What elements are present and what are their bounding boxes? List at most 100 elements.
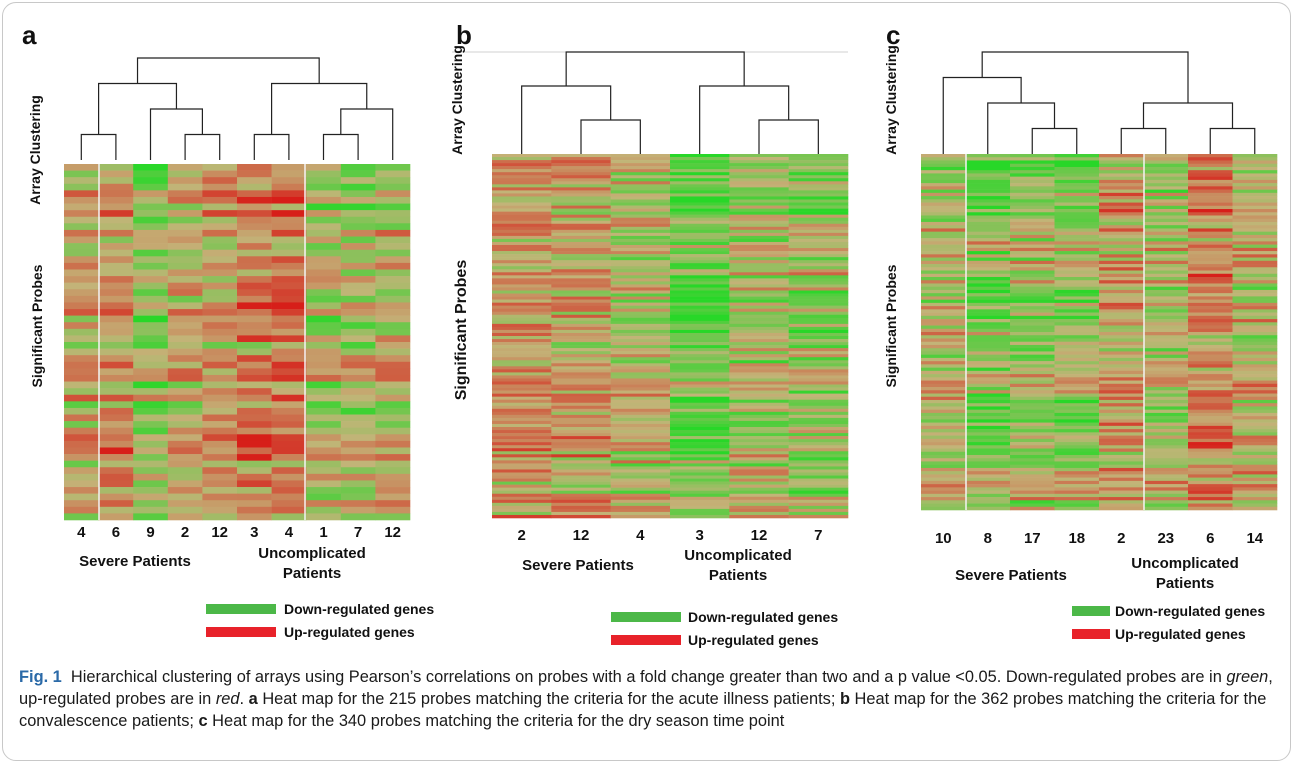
heatmap-cell bbox=[1188, 325, 1233, 330]
heatmap-cell bbox=[551, 181, 611, 185]
heatmap-cell bbox=[1143, 425, 1189, 430]
heatmap-cell bbox=[1054, 183, 1100, 187]
heatmap-cell bbox=[965, 283, 1011, 287]
heatmap-cell bbox=[788, 241, 849, 246]
heatmap-cell bbox=[1099, 332, 1144, 336]
heatmap-cell bbox=[202, 348, 238, 356]
heatmap-cell bbox=[1054, 435, 1100, 440]
heatmap-cell bbox=[670, 463, 730, 467]
heatmap-cell bbox=[340, 223, 376, 231]
heatmap-cell bbox=[340, 414, 376, 422]
heatmap-cell bbox=[729, 481, 789, 485]
heatmap-cell bbox=[1232, 471, 1278, 475]
heatmap-cell bbox=[921, 471, 966, 475]
heatmap-cell bbox=[1099, 257, 1144, 262]
heatmap-cell bbox=[788, 193, 849, 197]
heatmap-cell bbox=[551, 420, 611, 425]
heatmap-cell bbox=[670, 311, 730, 316]
heatmap-cell bbox=[729, 220, 789, 225]
heatmap-cell bbox=[237, 328, 272, 336]
heatmap-cell bbox=[1188, 315, 1233, 320]
heatmap-cell bbox=[551, 463, 611, 467]
heatmap-cell bbox=[551, 363, 611, 367]
heatmap-cell bbox=[610, 457, 671, 461]
heatmap-cell bbox=[670, 205, 730, 209]
heatmap-cell bbox=[729, 502, 789, 507]
heatmap-cell bbox=[1099, 306, 1144, 310]
heatmap-cell bbox=[340, 309, 376, 316]
heatmap-cell bbox=[1143, 225, 1189, 229]
heatmap-cell bbox=[98, 460, 134, 468]
heatmap-cell bbox=[788, 299, 849, 303]
heatmap-cell bbox=[921, 221, 966, 226]
heatmap-cell bbox=[1188, 289, 1233, 294]
heatmap-cell bbox=[551, 469, 611, 473]
heatmap-cell bbox=[729, 157, 789, 161]
heatmap-cell bbox=[551, 496, 611, 501]
heatmap-cell bbox=[271, 229, 307, 237]
heatmap-cell bbox=[492, 460, 552, 464]
heatmap-cell bbox=[921, 322, 966, 326]
heatmap-cell bbox=[921, 228, 966, 232]
dendrogram-branch bbox=[580, 119, 641, 154]
heatmap-cell bbox=[1188, 293, 1233, 297]
heatmap-cell bbox=[551, 511, 611, 516]
heatmap-cell bbox=[610, 354, 671, 358]
panel-b-array-clustering-label: Array Clustering bbox=[449, 45, 465, 155]
heatmap-cell bbox=[1232, 189, 1278, 194]
heatmap-cell bbox=[551, 423, 611, 428]
heatmap-cell bbox=[1188, 247, 1233, 252]
heatmap-cell bbox=[729, 299, 789, 303]
heatmap-cell bbox=[1188, 354, 1233, 359]
heatmap-cell bbox=[1143, 471, 1189, 475]
panel-a-legend-up-swatch bbox=[206, 627, 276, 637]
heatmap-cell bbox=[306, 302, 342, 310]
heatmap-cell bbox=[306, 493, 342, 501]
heatmap-cell bbox=[921, 160, 966, 165]
heatmap-cell bbox=[610, 211, 671, 215]
heatmap-cell bbox=[921, 464, 966, 469]
heatmap-cell bbox=[1232, 244, 1278, 249]
heatmap-cell bbox=[670, 272, 730, 276]
heatmap-cell bbox=[610, 478, 671, 482]
heatmap-cell bbox=[921, 503, 966, 508]
heatmap-cell bbox=[98, 249, 134, 257]
heatmap-cell bbox=[492, 448, 552, 452]
heatmap-cell bbox=[306, 414, 342, 422]
heatmap-cell bbox=[1188, 503, 1233, 508]
heatmap-cell bbox=[306, 262, 342, 270]
heatmap-cell bbox=[375, 269, 411, 277]
heatmap-cell bbox=[167, 322, 203, 330]
heatmap-cell bbox=[788, 187, 849, 191]
heatmap-cell bbox=[1188, 484, 1233, 488]
heatmap-cell bbox=[375, 183, 411, 191]
heatmap-cell bbox=[1099, 387, 1144, 391]
heatmap-cell bbox=[167, 401, 203, 409]
heatmap-cell bbox=[202, 506, 238, 514]
heatmap-cell bbox=[98, 203, 134, 211]
heatmap-cell bbox=[64, 374, 99, 382]
heatmap-cell bbox=[1143, 493, 1189, 498]
dendrogram-branch bbox=[184, 133, 221, 160]
heatmap-cell bbox=[670, 427, 730, 431]
heatmap-cell bbox=[492, 402, 552, 407]
heatmap-cell bbox=[1232, 179, 1278, 184]
heatmap-cell bbox=[729, 323, 789, 328]
heatmap-cell bbox=[340, 361, 376, 369]
heatmap-cell bbox=[1054, 241, 1100, 245]
heatmap-cell bbox=[921, 163, 966, 168]
heatmap-cell bbox=[729, 496, 789, 501]
heatmap-cell bbox=[340, 229, 376, 237]
heatmap-cell bbox=[492, 505, 552, 510]
heatmap-cell bbox=[98, 164, 134, 171]
heatmap-cell bbox=[965, 189, 1011, 194]
heatmap-cell bbox=[271, 170, 307, 178]
heatmap-cell bbox=[965, 338, 1011, 343]
heatmap-cell bbox=[492, 339, 552, 343]
heatmap-cell bbox=[1188, 309, 1233, 313]
heatmap-cell bbox=[921, 238, 966, 242]
heatmap-cell bbox=[1143, 338, 1189, 343]
heatmap-cell bbox=[1099, 380, 1144, 385]
heatmap-cell bbox=[1232, 383, 1278, 388]
heatmap-cell bbox=[98, 262, 134, 270]
